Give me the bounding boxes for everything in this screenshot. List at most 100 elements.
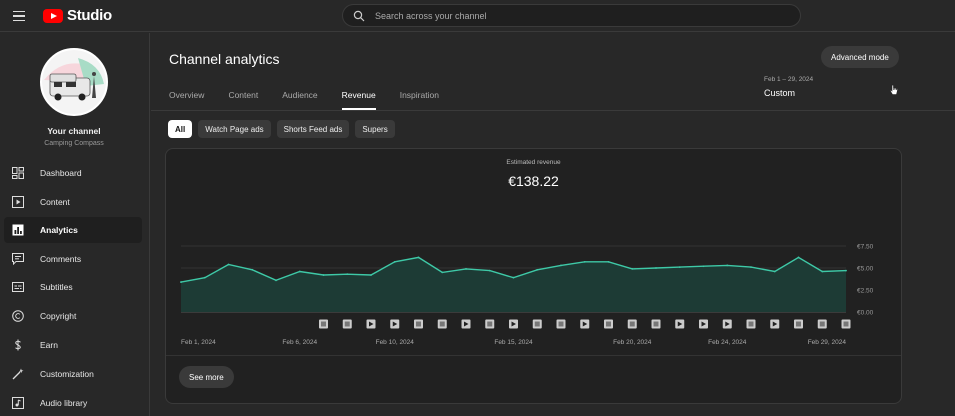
- y-tick-label: €2.50: [857, 288, 874, 295]
- date-range-label: Feb 1 – 29, 2024: [764, 76, 814, 83]
- play-marker-icon: [511, 321, 516, 327]
- tab-inspiration[interactable]: Inspiration: [399, 90, 439, 100]
- data-point: [203, 276, 206, 279]
- metric-label: Estimated revenue: [506, 159, 561, 166]
- sidebar-item-comments[interactable]: Comments: [4, 246, 142, 272]
- chip-supers[interactable]: Supers: [355, 120, 395, 138]
- tab-audience[interactable]: Audience: [282, 90, 318, 100]
- thumbnail-marker-icon: [843, 321, 849, 327]
- data-point: [773, 270, 776, 273]
- tab-content[interactable]: Content: [228, 90, 259, 100]
- x-tick-label: Feb 24, 2024: [708, 339, 747, 346]
- analytics-icon: [12, 224, 24, 236]
- chip-watch-page-ads[interactable]: Watch Page ads: [198, 120, 271, 138]
- dashboard-icon: [12, 167, 24, 179]
- data-point: [583, 260, 586, 263]
- data-point: [251, 268, 254, 271]
- data-point: [678, 266, 681, 269]
- studio-logo[interactable]: Studio: [43, 7, 112, 24]
- sidebar-item-dashboard[interactable]: Dashboard: [4, 160, 142, 186]
- play-marker-icon: [392, 321, 398, 327]
- sidebar-item-label: Dashboard: [40, 168, 82, 178]
- tab-overview[interactable]: Overview: [169, 90, 205, 100]
- youtube-logo-icon: [43, 8, 63, 23]
- data-point: [322, 274, 325, 276]
- data-point: [536, 268, 539, 271]
- y-tick-label: €0.00: [857, 310, 874, 317]
- data-point: [845, 269, 847, 272]
- x-tick-label: Feb 6, 2024: [282, 339, 317, 346]
- data-point: [607, 260, 610, 263]
- revenue-area: [181, 257, 846, 312]
- thumbnail-marker-icon: [653, 321, 659, 327]
- thumbnail-marker-icon: [439, 321, 445, 327]
- main-content: Channel analytics Advanced mode Overview…: [151, 33, 955, 416]
- data-point: [417, 256, 420, 259]
- y-tick-label: €5.00: [857, 266, 874, 273]
- logo-text: Studio: [67, 7, 112, 24]
- sidebar-item-content[interactable]: Content: [4, 189, 142, 215]
- data-point: [180, 281, 182, 283]
- data-point: [702, 265, 705, 268]
- tabs-divider: [151, 110, 955, 111]
- sidebar-item-label: Comments: [40, 254, 82, 264]
- sidebar-item-label: Audio library: [40, 398, 88, 408]
- channel-avatar[interactable]: [40, 48, 108, 116]
- search-bar[interactable]: [342, 4, 801, 27]
- play-marker-icon: [701, 321, 706, 327]
- sidebar: Your channel Camping Compass Dashboard C…: [0, 33, 150, 416]
- revenue-chart: €0.00 €2.50 €5.00 €7.50 Feb 1, 2024 Feb 6, 20…: [180, 244, 874, 346]
- search-icon: [353, 10, 365, 21]
- play-marker-icon: [772, 321, 778, 327]
- sidebar-item-audio-library[interactable]: Audio library: [4, 390, 142, 416]
- comments-icon: [12, 253, 24, 265]
- x-tick-label: Feb 29, 2024: [808, 339, 847, 346]
- data-point: [275, 279, 277, 282]
- channel-handle: Camping Compass: [44, 140, 104, 147]
- revenue-card: Estimated revenue €138.22 €0.00 €2.50 €5.0…: [165, 148, 902, 404]
- tab-revenue[interactable]: Revenue: [341, 90, 376, 110]
- audio-library-icon: [12, 397, 24, 409]
- chip-shorts-feed-ads[interactable]: Shorts Feed ads: [276, 120, 350, 138]
- sidebar-item-label: Earn: [40, 340, 58, 350]
- channel-name: Your channel: [47, 126, 101, 136]
- sidebar-item-label: Content: [40, 197, 70, 207]
- data-point: [298, 270, 301, 273]
- data-point: [797, 256, 800, 259]
- sidebar-item-customization[interactable]: Customization: [4, 361, 142, 387]
- data-point: [821, 270, 824, 273]
- data-point: [441, 271, 444, 274]
- mouse-cursor-icon: [889, 84, 898, 95]
- revenue-filter-chips: All Watch Page ads Shorts Feed ads Super…: [168, 120, 395, 138]
- thumbnail-marker-icon: [819, 321, 825, 327]
- sidebar-item-label: Analytics: [40, 225, 78, 235]
- data-point: [393, 260, 396, 263]
- play-marker-icon: [677, 321, 683, 327]
- top-bar: Studio: [0, 0, 955, 32]
- content-icon: [12, 196, 24, 208]
- chip-all[interactable]: All: [168, 120, 193, 138]
- data-point: [631, 267, 634, 270]
- sidebar-item-label: Subtitles: [40, 282, 73, 292]
- data-point: [346, 273, 349, 276]
- thumbnail-marker-icon: [629, 321, 635, 327]
- date-range-picker[interactable]: Custom: [764, 88, 796, 98]
- sidebar-item-analytics[interactable]: Analytics: [4, 217, 142, 243]
- analytics-tabs: Overview Content Audience Revenue Inspir…: [169, 90, 463, 110]
- data-point: [726, 264, 729, 267]
- play-marker-icon: [464, 321, 469, 327]
- thumbnail-marker-icon: [344, 321, 350, 327]
- sidebar-item-label: Copyright: [40, 311, 77, 321]
- menu-icon[interactable]: [10, 7, 28, 25]
- data-point: [370, 274, 372, 276]
- sidebar-item-copyright[interactable]: Copyright: [4, 303, 142, 329]
- thumbnail-marker-icon: [416, 321, 421, 327]
- earn-icon: [12, 339, 24, 351]
- search-input[interactable]: [375, 10, 775, 21]
- see-more-button[interactable]: See more: [179, 366, 234, 388]
- metric-value: €138.22: [508, 173, 559, 189]
- play-marker-icon: [582, 321, 588, 327]
- sidebar-item-earn[interactable]: Earn: [4, 332, 142, 358]
- advanced-mode-button[interactable]: Advanced mode: [821, 46, 899, 68]
- sidebar-item-subtitles[interactable]: Subtitles: [4, 274, 142, 300]
